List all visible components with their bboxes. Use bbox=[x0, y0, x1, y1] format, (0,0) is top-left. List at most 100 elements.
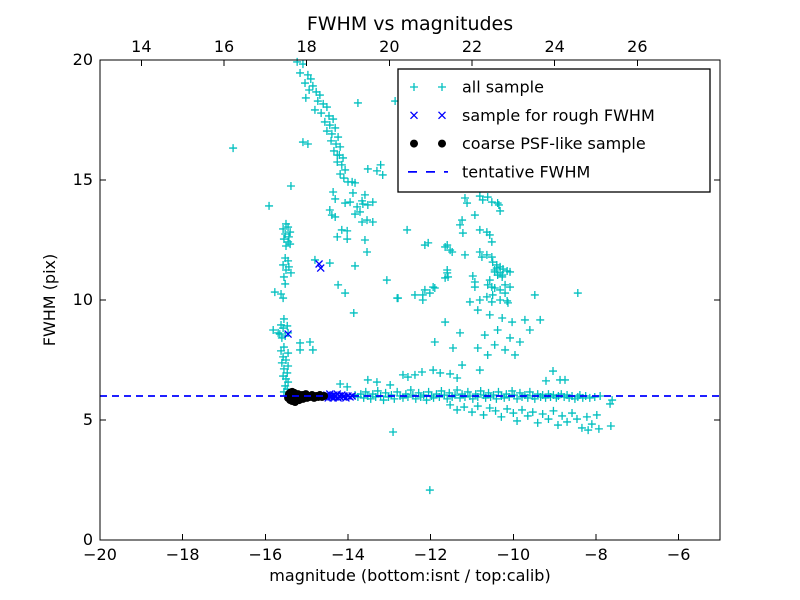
plus-marker bbox=[329, 188, 338, 196]
plus-marker bbox=[274, 328, 283, 337]
plus-marker bbox=[336, 380, 345, 388]
legend-label: sample for rough FWHM bbox=[462, 106, 655, 125]
plus-marker bbox=[305, 338, 314, 346]
plus-marker bbox=[523, 411, 532, 420]
plus-marker bbox=[490, 284, 499, 292]
plus-marker bbox=[525, 326, 534, 334]
plus-marker bbox=[308, 345, 317, 354]
plus-marker bbox=[306, 74, 315, 83]
plus-marker bbox=[393, 387, 402, 396]
plus-marker bbox=[496, 206, 505, 215]
plus-marker bbox=[468, 408, 476, 417]
plus-marker bbox=[533, 418, 542, 427]
plus-marker bbox=[363, 216, 372, 225]
plus-marker bbox=[448, 344, 457, 352]
plus-marker bbox=[503, 296, 512, 305]
plus-marker bbox=[568, 409, 577, 418]
x-tick-label-bottom: −16 bbox=[248, 545, 282, 564]
plus-marker bbox=[286, 240, 295, 249]
plus-marker bbox=[487, 253, 496, 262]
legend-label: coarse PSF-like sample bbox=[462, 134, 646, 153]
plus-marker bbox=[463, 199, 472, 208]
x-tick-label-bottom: −12 bbox=[414, 545, 448, 564]
plus-marker bbox=[443, 241, 452, 250]
plus-marker bbox=[425, 486, 434, 495]
x-tick-label-top: 16 bbox=[214, 37, 234, 56]
plus-marker bbox=[430, 284, 439, 292]
plus-marker bbox=[494, 200, 503, 209]
plus-marker bbox=[381, 388, 390, 397]
plus-marker bbox=[446, 400, 455, 409]
plus-marker bbox=[298, 138, 307, 147]
plus-marker bbox=[410, 370, 419, 379]
plus-marker bbox=[348, 188, 357, 197]
plus-marker bbox=[458, 361, 467, 370]
plus-marker bbox=[336, 170, 345, 178]
plus-marker bbox=[279, 260, 288, 269]
plus-marker bbox=[475, 248, 484, 256]
plus-marker bbox=[563, 417, 572, 426]
plus-marker bbox=[403, 225, 412, 234]
plus-marker bbox=[490, 340, 499, 349]
plus-marker bbox=[303, 140, 312, 148]
plus-marker bbox=[485, 404, 494, 412]
legend-entry-all-sample: all sample bbox=[410, 78, 544, 97]
plus-marker bbox=[510, 350, 519, 359]
plus-marker bbox=[460, 250, 469, 259]
plus-marker bbox=[437, 386, 446, 395]
plus-marker bbox=[279, 314, 288, 323]
plus-marker bbox=[333, 158, 342, 166]
plus-marker bbox=[515, 338, 524, 346]
plus-marker bbox=[282, 356, 290, 364]
plus-marker bbox=[279, 272, 288, 281]
plus-marker bbox=[320, 117, 329, 126]
plus-marker bbox=[296, 345, 305, 354]
plus-marker bbox=[332, 140, 341, 148]
x-tick-label-bottom: −6 bbox=[667, 545, 691, 564]
y-axis-label: FWHM (pix) bbox=[40, 254, 59, 347]
plus-marker bbox=[456, 328, 465, 337]
plus-marker bbox=[351, 178, 360, 187]
plus-marker bbox=[475, 296, 484, 304]
plus-marker bbox=[473, 344, 482, 352]
plus-marker bbox=[487, 237, 496, 246]
plus-marker bbox=[448, 248, 457, 256]
plus-marker bbox=[334, 133, 343, 142]
plus-marker bbox=[590, 392, 599, 401]
plus-marker bbox=[473, 402, 482, 411]
plus-marker bbox=[493, 199, 502, 208]
plus-marker bbox=[284, 362, 293, 370]
plus-marker bbox=[430, 338, 439, 346]
dot-marker bbox=[438, 139, 446, 148]
plus-marker bbox=[281, 279, 290, 288]
plus-marker bbox=[496, 285, 505, 294]
plus-marker bbox=[277, 290, 286, 298]
plus-marker bbox=[538, 410, 547, 418]
plus-marker bbox=[463, 387, 472, 396]
plus-marker bbox=[410, 290, 419, 299]
plus-marker bbox=[592, 410, 601, 419]
plus-marker bbox=[493, 326, 502, 334]
axes-layer: −20 −18 −16 −14 −12 −10 −8 −6 14 16 18 20 22 24 26 0 5 10… bbox=[73, 37, 720, 564]
plus-marker bbox=[277, 358, 286, 367]
plus-marker bbox=[422, 396, 431, 405]
plus-marker bbox=[458, 229, 467, 238]
plus-marker bbox=[549, 406, 558, 415]
legend-entry-tentative-FWHM: tentative FWHM bbox=[408, 162, 590, 181]
plus-marker bbox=[506, 267, 515, 276]
plus-marker bbox=[329, 115, 338, 124]
markers-layer bbox=[100, 57, 720, 495]
plus-marker bbox=[315, 91, 324, 100]
plus-marker bbox=[325, 259, 334, 268]
plus-marker bbox=[572, 415, 581, 424]
plus-marker bbox=[446, 369, 455, 378]
plus-marker bbox=[270, 288, 279, 297]
plus-marker bbox=[298, 60, 307, 69]
plus-marker bbox=[470, 211, 479, 220]
y-tick-label: 5 bbox=[83, 410, 93, 429]
plus-marker bbox=[460, 194, 469, 202]
x-axis-label: magnitude (bottom:isnt / top:calib) bbox=[269, 566, 550, 585]
plus-marker bbox=[286, 268, 295, 277]
x-marker bbox=[316, 264, 325, 273]
plus-marker bbox=[483, 350, 492, 359]
